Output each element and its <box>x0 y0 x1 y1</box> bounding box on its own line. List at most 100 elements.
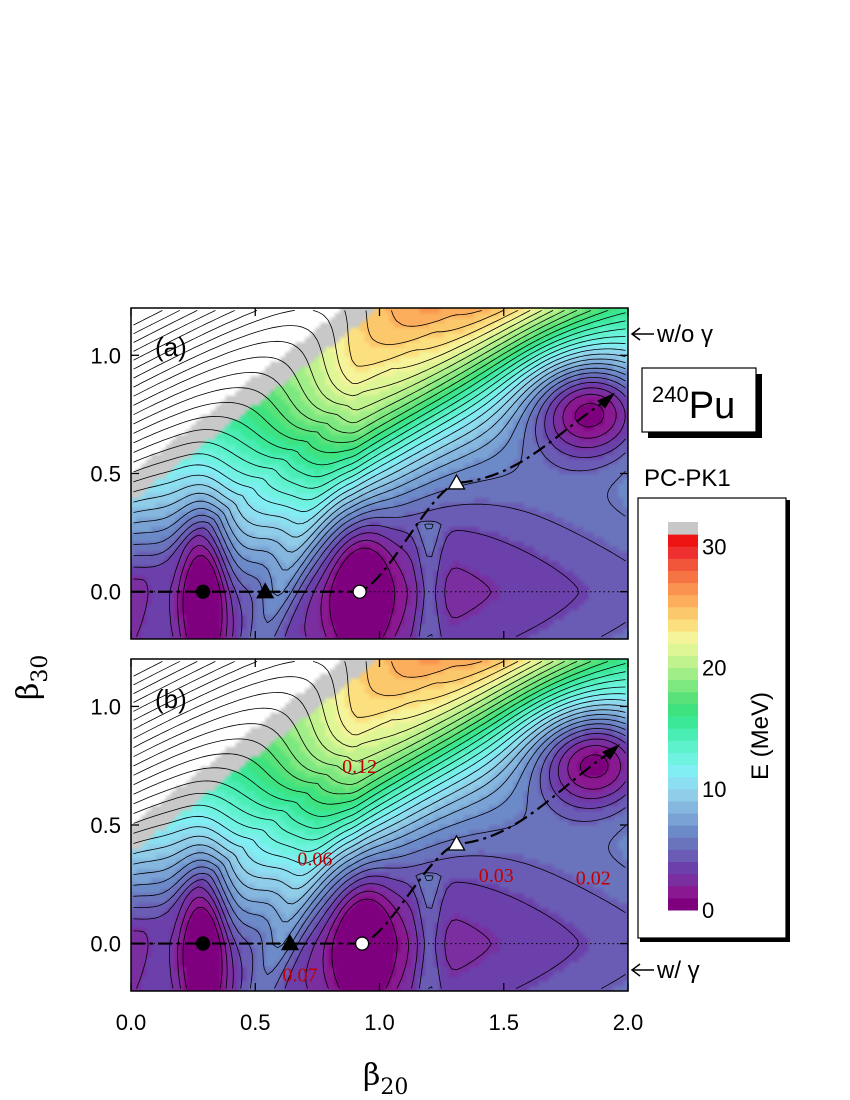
colorbar-band <box>668 655 698 668</box>
contour-line-26 <box>133 661 483 703</box>
contour-line-29 <box>133 310 163 326</box>
panel-a: (a) <box>130 307 629 640</box>
colorbar-band <box>668 534 698 547</box>
contour-annotation: 0.02 <box>576 867 611 889</box>
contour-line-2 <box>177 393 617 637</box>
y-tick-label: 1.0 <box>90 694 121 719</box>
nucleus-mass-number: 240 <box>652 382 689 407</box>
contour-line-11 <box>133 699 626 876</box>
contour-line-25 <box>133 661 504 712</box>
y-tick-label: 1.0 <box>90 343 121 368</box>
contour-line-28 <box>133 310 180 335</box>
x-tick-label: 1.0 <box>364 1010 395 1035</box>
colorbar-box <box>637 497 787 939</box>
contour-line-11 <box>133 348 626 525</box>
nucleus-symbol: Pu <box>689 385 735 427</box>
colorbar-band <box>668 582 698 596</box>
contour-line-9 <box>133 709 626 905</box>
contour-line-8 <box>133 363 626 571</box>
panel-a-contours <box>133 310 626 637</box>
nucleus-label-box <box>641 367 757 433</box>
y-tick-label: 0.5 <box>90 813 121 838</box>
contour-line-10 <box>133 353 626 538</box>
panel-a-markers <box>195 473 466 599</box>
panel-b-contours <box>133 661 626 989</box>
contour-line-14 <box>133 328 626 489</box>
contour-line-22 <box>133 310 542 397</box>
colorbar-band <box>668 776 698 790</box>
nucleus-label: 240Pu <box>641 367 762 438</box>
colorbar-band <box>668 740 698 753</box>
contour-line-15 <box>133 671 626 829</box>
colorbar-band <box>668 861 698 875</box>
colorbar-bands <box>668 522 698 911</box>
x-axis-label: β20 <box>363 1058 408 1100</box>
panel-b: 0.12 0.06 0.03 0.02 0.07 (b) <box>130 658 629 992</box>
contour-line-24 <box>133 661 519 721</box>
panel-a-y-axis-ticks: 0.0 0.5 1.0 <box>90 343 628 605</box>
contour-line-2 <box>177 745 621 989</box>
colorbar-band <box>668 703 698 717</box>
colorbar-band <box>668 788 698 802</box>
nucleus-label-text: 240Pu <box>652 382 735 427</box>
contour-line-14 <box>133 679 626 841</box>
contour-line-19 <box>133 661 578 785</box>
contour-line-27 <box>133 310 198 343</box>
contour-line-15 <box>133 320 626 478</box>
contour-line-20 <box>133 310 565 424</box>
marker-black-triangle <box>256 582 275 599</box>
marker-white-triangle <box>447 834 466 851</box>
colorbar-band <box>668 716 698 729</box>
colorbar-band <box>668 837 698 850</box>
contour-line-21 <box>133 310 554 411</box>
contour-line-27 <box>133 661 198 694</box>
y-tick-label: 0.0 <box>90 932 121 957</box>
panel-b-fission-path <box>131 752 609 945</box>
contour-line-12 <box>133 693 626 864</box>
contour-line-16 <box>133 663 626 817</box>
y-axis-label: β30 <box>11 655 53 700</box>
colorbar-band <box>668 813 698 826</box>
contour-line-7 <box>133 718 626 949</box>
contour-line-29 <box>133 661 163 677</box>
contour-line-7 <box>133 367 626 597</box>
contour-line-23 <box>133 661 531 736</box>
colorbar-band <box>668 679 698 693</box>
panel-b-annotations: 0.12 0.06 0.03 0.02 0.07 <box>282 756 610 987</box>
colorbar-tick-label: 20 <box>702 656 726 681</box>
contour-line-9 <box>133 358 626 553</box>
contour-line-8 <box>133 714 626 923</box>
x-axis-ticks: 0.0 0.5 1.0 1.5 2.0 <box>116 308 643 1035</box>
contour-line-5 <box>133 377 626 637</box>
marker-white-circle <box>352 584 367 599</box>
colorbar-band <box>668 667 698 681</box>
y-tick-label: 0.0 <box>90 580 121 605</box>
x-axis-label-subscript: 20 <box>380 1075 408 1100</box>
panel-b-y-axis-ticks: 0.0 0.5 1.0 <box>90 694 628 957</box>
panel-b-label: (b) <box>155 684 187 714</box>
colorbar-ticks: 0 10 20 30 <box>702 534 726 923</box>
colorbar-band <box>668 570 698 584</box>
contour-line-13 <box>133 686 626 852</box>
colorbar-band <box>668 885 698 899</box>
panel-a-path-arrow <box>597 392 616 409</box>
panel-a-fission-path <box>131 401 604 593</box>
x-axis-label-symbol: β <box>363 1058 380 1093</box>
x-tick-label: 1.5 <box>488 1010 519 1035</box>
colorbar-band <box>668 546 698 559</box>
contour-annotation: 0.06 <box>297 848 332 870</box>
contour-annotation: 0.07 <box>282 965 317 987</box>
contour-line-17 <box>133 310 609 454</box>
side-arrow-a-head <box>630 327 641 341</box>
contour-line-21 <box>133 661 554 762</box>
contour-line-19 <box>133 310 578 434</box>
contour-line-12 <box>133 342 626 513</box>
colorbar-band <box>668 764 698 778</box>
contour-line-13 <box>133 336 626 501</box>
contour-line-6 <box>133 723 626 975</box>
marker-black-circle <box>195 936 211 951</box>
colorbar-tick-label: 10 <box>702 777 726 802</box>
side-label-b-text: w/ γ <box>656 957 700 984</box>
contour-line-18 <box>133 310 592 443</box>
